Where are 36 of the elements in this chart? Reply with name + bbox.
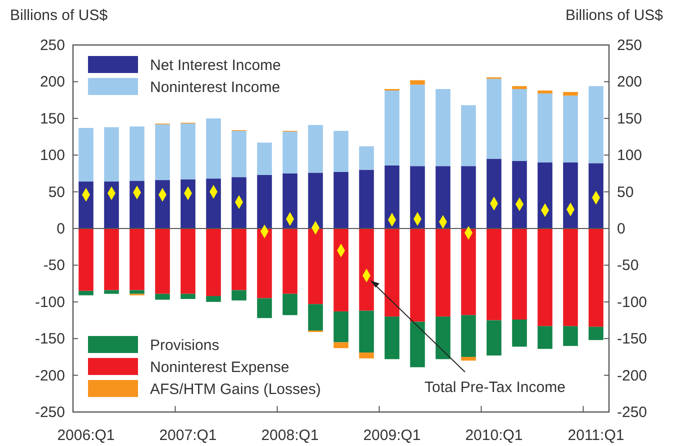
y-tick-label: 50 xyxy=(48,184,65,201)
y2-tick-label: -150 xyxy=(617,330,648,348)
legend-label: Provisions xyxy=(150,337,220,354)
x-tick-label: 2008:Q1 xyxy=(261,427,319,444)
y-tick-label: -250 xyxy=(34,404,65,421)
text: Total Pre-Tax Income xyxy=(424,379,566,396)
y-tick-label: -200 xyxy=(34,367,65,384)
y2-tick-label: -100 xyxy=(617,294,648,311)
x-tick-label: 2007:Q1 xyxy=(159,427,217,444)
y-tick-label: -50 xyxy=(43,257,65,274)
y2-axis-title: Billions of US$ xyxy=(565,7,664,24)
x-tick-label: 2009:Q1 xyxy=(363,427,421,444)
x-tick-label: 2010:Q1 xyxy=(465,427,523,444)
y2-tick-label: 150 xyxy=(617,110,642,128)
x-tick-label: 2006:Q1 xyxy=(57,427,115,444)
y-tick-label: -150 xyxy=(34,330,65,348)
y2-tick-label: 0 xyxy=(617,220,626,238)
y2-tick-label: -200 xyxy=(617,367,648,384)
y-tick-label: 100 xyxy=(40,147,65,164)
y-axis-title: Billions of US$ xyxy=(10,7,108,24)
y-tick-label: 0 xyxy=(56,220,65,238)
y2-tick-label: 100 xyxy=(617,147,642,164)
x-tick-label: 2011:Q1 xyxy=(568,427,624,444)
y2-tick-label: -250 xyxy=(617,404,648,421)
y-tick-label: 250 xyxy=(40,37,65,54)
y-tick-label: 150 xyxy=(40,110,65,128)
legend-label: AFS/HTM Gains (Losses) xyxy=(150,381,321,398)
legend-label: Noninterest Income xyxy=(150,79,280,96)
y2-tick-label: 200 xyxy=(617,74,642,91)
y-tick-label: -100 xyxy=(34,294,65,311)
legend-label: Noninterest Expense xyxy=(150,359,290,376)
legend-label: Net Interest Income xyxy=(150,57,281,74)
y-tick-label: 200 xyxy=(40,74,65,91)
y2-tick-label: 250 xyxy=(617,37,642,54)
y2-tick-label: 50 xyxy=(617,184,634,201)
y2-tick-label: -50 xyxy=(617,257,639,274)
